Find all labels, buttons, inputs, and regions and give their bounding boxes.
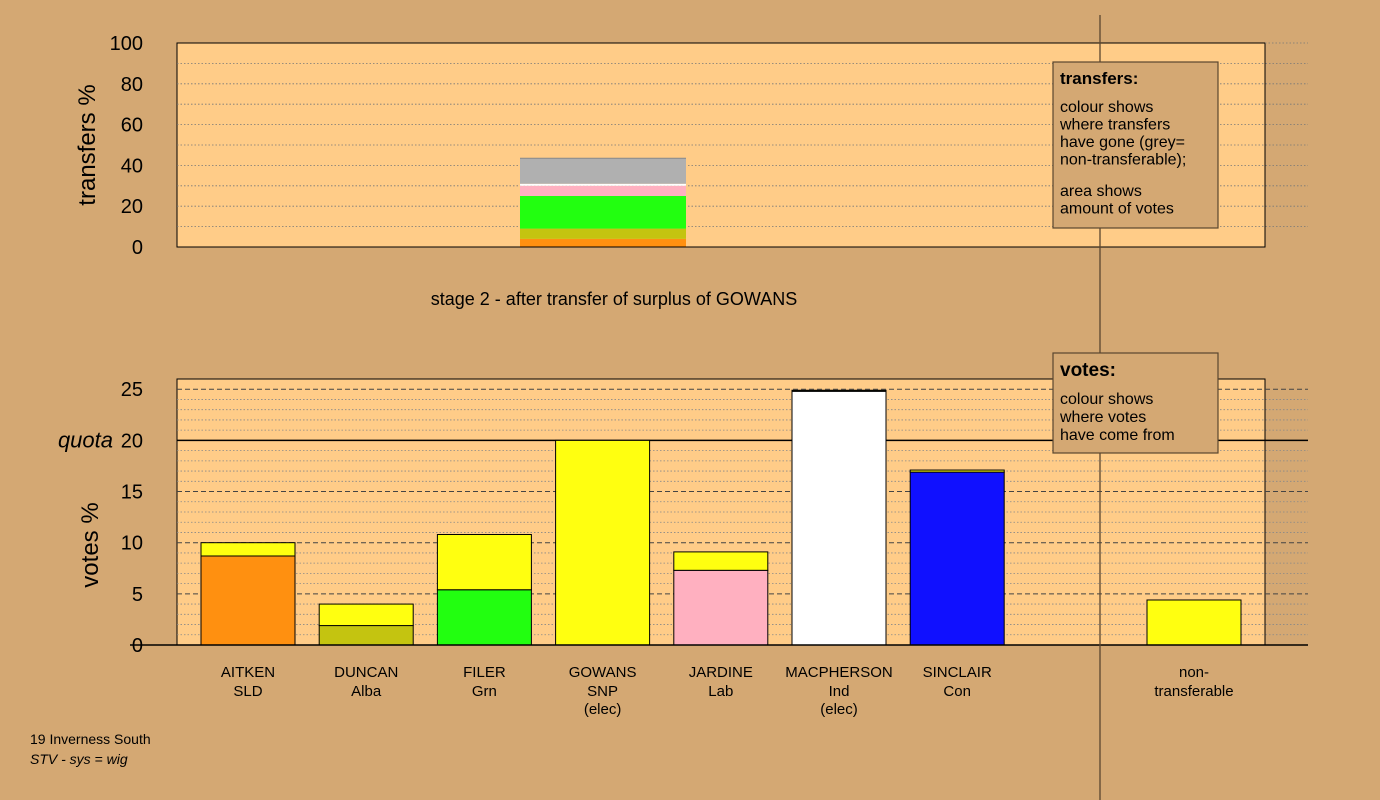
transfers-tick-label: 20 [121,196,143,218]
vote-segment-aitken [200,555,296,646]
vote-segment-gowans [555,439,651,646]
transfers-y-label: transfers % [74,84,101,205]
footer-line2: STV - sys = wig [30,751,128,767]
votes-tick-label: 5 [132,584,143,606]
transfers-tick-label: 0 [132,237,143,259]
transfers-legend-line: have gone (grey= [1060,134,1185,151]
votes-legend-line: colour shows [1060,391,1153,408]
candidate-name: DUNCAN [334,664,398,681]
vote-segment-filer [436,534,532,591]
candidate-party: Ind [829,683,850,700]
votes-legend-title: votes: [1060,360,1116,381]
votes-tick-label: 0 [132,635,143,657]
transfers-legend-title: transfers: [1060,69,1138,88]
vote-segment-aitken [200,542,296,557]
candidate-party: SLD [233,683,262,700]
transfers-legend-box [1052,61,1219,229]
candidate-party: Grn [472,683,497,700]
candidate-name: MACPHERSON [785,664,893,681]
transfers-legend-line: colour shows [1060,99,1153,116]
chart-subtitle: stage 2 - after transfer of surplus of G… [431,289,797,309]
vote-segment-macpherson [791,389,887,392]
vote-segment-sinclair [909,469,1005,473]
candidate-party: SNP [587,683,618,700]
candidate-party: Lab [708,683,733,700]
transfers-legend-line: area shows [1060,183,1142,200]
transfers-tick-label: 40 [121,155,143,177]
vote-segment-jardine [673,569,769,646]
votes-tick-label: 10 [121,533,143,555]
candidate-name: JARDINE [689,664,753,681]
votes-legend-line: where votes [1059,409,1146,426]
transfers-legend-line: amount of votes [1060,201,1174,218]
transfers-tick-label: 80 [121,74,143,96]
candidate-note: (elec) [584,701,622,718]
candidate-note: (elec) [820,701,858,718]
candidate-party: Con [943,683,971,700]
transfers-legend-line: non-transferable); [1060,152,1186,169]
nontransferable-label: transferable [1154,683,1233,700]
transfers-tick-label: 60 [121,115,143,137]
votes-y-label: votes % [77,502,104,587]
transfer-segment [520,183,686,186]
footer-line1: 19 Inverness South [30,731,151,747]
votes-tick-label: 25 [121,379,143,401]
candidate-party: Alba [351,683,382,700]
vote-segment-jardine [673,551,769,571]
vote-segment-duncan [318,625,414,646]
candidate-name: SINCLAIR [923,664,992,681]
transfer-segment [520,158,686,184]
vote-segment-filer [436,589,532,646]
transfer-segment [520,228,686,239]
votes-legend-line: have come from [1060,427,1175,444]
vote-segment-macpherson [791,390,887,646]
candidate-name: GOWANS [569,664,637,681]
candidate-name: AITKEN [221,664,275,681]
transfer-segment [520,238,686,247]
transfers-legend-line: where transfers [1059,117,1170,134]
vote-segment-nontransferable [1146,599,1242,646]
transfers-tick-label: 100 [110,33,143,55]
quota-label: quota [58,427,113,452]
votes-tick-label: 20 [121,430,143,452]
candidate-name: FILER [463,664,506,681]
votes-tick-label: 15 [121,482,143,504]
transfer-segment [520,196,686,229]
transfer-segment [520,185,686,196]
nontransferable-label: non- [1179,664,1209,681]
vote-segment-duncan [318,603,414,627]
vote-segment-sinclair [909,471,1005,646]
votes-legend-box [1052,352,1219,454]
